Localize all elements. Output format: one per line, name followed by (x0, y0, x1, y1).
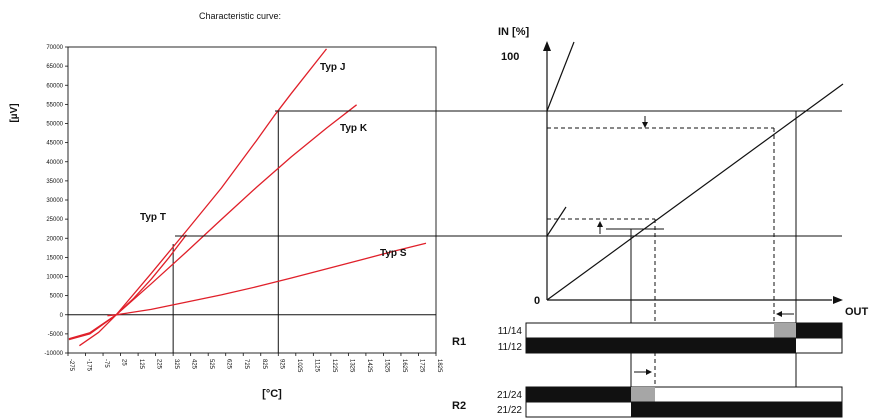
series-label-typ-t: Typ T (140, 212, 166, 223)
y-tick-label: 70000 (46, 45, 63, 51)
y-tick-labels: 7000065000600005500050000450004000035000… (44, 45, 68, 357)
series-label-typ-k: Typ K (340, 123, 368, 134)
x-tick-label: -75 (103, 359, 109, 368)
r1-contact-label-11-12: 11/12 (498, 342, 523, 353)
x-tick-label: 125 (138, 359, 144, 370)
hysteresis-arrowhead-down (642, 122, 648, 128)
x-tick-label: 1625 (401, 359, 407, 373)
y-tick-label: 20000 (46, 236, 63, 242)
shift-arrowhead-left (776, 311, 782, 317)
relay-label-r1: R1 (452, 336, 466, 348)
out-axis-arrowhead (833, 296, 843, 304)
y-tick-label: 30000 (46, 198, 63, 204)
y-tick-label: 15000 (46, 255, 63, 261)
r1-contact-label-11-14: 11/14 (498, 326, 523, 337)
x-tick-label: 825 (261, 359, 267, 370)
plot-frame (67, 46, 437, 354)
y-tick-label: 10000 (46, 275, 63, 281)
curve-typ-k (68, 104, 357, 341)
x-tick-label: 925 (278, 359, 284, 370)
r1-11-14-active-zone (796, 323, 842, 338)
curve-typ-j (79, 48, 328, 347)
x-tick-labels: -275 -175 -75 25 125 225 325 425 525 625 725 825 925… (67, 353, 442, 373)
y-tick-label: 35000 (46, 179, 63, 185)
x-tick-label: 1725 (418, 359, 424, 373)
relay-label-r2: R2 (452, 400, 466, 412)
x-tick-label: -175 (86, 359, 92, 372)
x-tick-label: -275 (68, 359, 74, 372)
series-label-typ-s: Typ S (380, 248, 407, 259)
x-axis-label: [°C] (262, 388, 282, 400)
r1-11-14-hysteresis-zone (774, 323, 796, 338)
series-label-typ-j: Typ J (320, 62, 345, 73)
x-tick-label: 1825 (436, 359, 442, 373)
curve-typ-s (107, 242, 427, 317)
in-axis-max-label: 100 (501, 51, 519, 63)
y-tick-label: -10000 (44, 351, 63, 357)
x-tick-label: 425 (191, 359, 197, 370)
y-axis-label: [µV] (9, 103, 20, 122)
x-tick-label: 1025 (296, 359, 302, 373)
x-tick-label: 1325 (348, 359, 354, 373)
curve-typ-t (68, 234, 187, 340)
x-tick-label: 1125 (313, 359, 319, 373)
x-tick-label: 1225 (331, 359, 337, 373)
y-tick-label: 50000 (46, 122, 63, 128)
transfer-line (546, 83, 844, 301)
r2-21-22-active-zone (631, 402, 842, 417)
r2-21-24-active-zone (526, 387, 631, 402)
out-axis-label: OUT (845, 306, 869, 318)
r2-contact-label-21-24: 21/24 (497, 390, 522, 401)
in-axis-arrowhead (543, 41, 551, 51)
x-tick-label: 625 (226, 359, 232, 370)
y-tick-label: 65000 (46, 64, 63, 70)
r1-11-12-active-zone (526, 338, 796, 353)
y-tick-label: 45000 (46, 141, 63, 147)
upper-range-line (546, 41, 575, 112)
shift-arrowhead-right (646, 369, 652, 375)
r2-21-24-hysteresis-zone (631, 387, 655, 402)
lower-range-line (546, 206, 567, 237)
x-tick-label: 25 (121, 359, 127, 366)
x-tick-label: 525 (208, 359, 214, 370)
y-tick-label: 55000 (46, 102, 63, 108)
origin-label: 0 (534, 295, 540, 307)
x-tick-label: 725 (243, 359, 249, 370)
hysteresis-arrowhead-up (597, 221, 603, 227)
y-tick-label: -5000 (48, 332, 64, 338)
y-tick-label: 60000 (46, 83, 63, 89)
y-tick-label: 40000 (46, 160, 63, 166)
figure-title: Characteristic curve: (199, 11, 281, 21)
x-tick-label: 1525 (383, 359, 389, 373)
r2-contact-label-21-22: 21/22 (497, 405, 522, 416)
x-tick-label: 1425 (366, 359, 372, 373)
in-axis-label: IN [%] (498, 26, 530, 38)
y-tick-label: 0 (60, 313, 64, 319)
y-tick-label: 5000 (50, 294, 64, 300)
y-tick-label: 25000 (46, 217, 63, 223)
x-tick-label: 325 (173, 359, 179, 370)
curves (68, 48, 427, 347)
x-tick-label: 225 (156, 359, 162, 370)
reference-lines (172, 110, 279, 353)
